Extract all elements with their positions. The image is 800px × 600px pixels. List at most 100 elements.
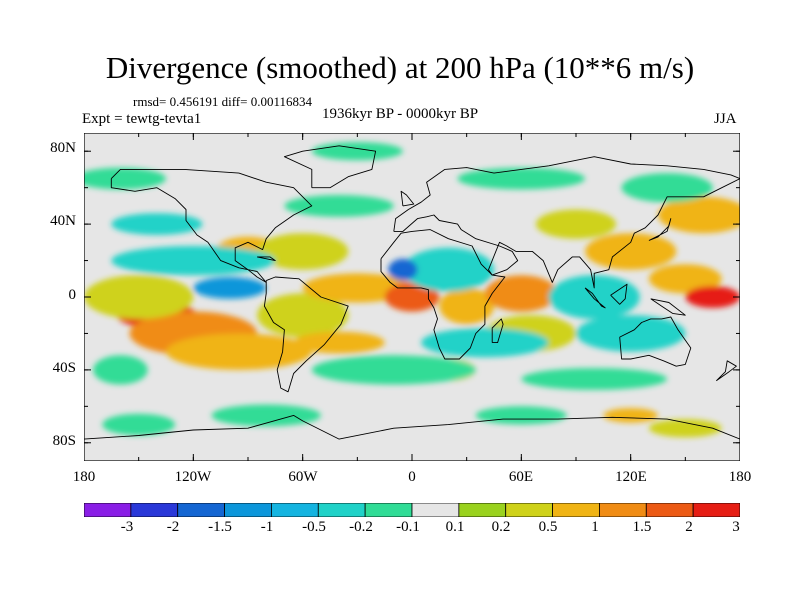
colorbar-swatch — [84, 503, 132, 517]
period-label: 1936kyr BP - 0000kyr BP — [322, 106, 479, 122]
anomaly-region — [211, 404, 321, 427]
colorbar-swatch — [552, 503, 600, 517]
coastline-cuba — [257, 256, 276, 262]
anomaly-region — [475, 406, 567, 425]
coastline-africa — [380, 229, 506, 360]
colorbar-label: 3 — [732, 519, 740, 535]
y-tick-label-40s: 40S — [52, 360, 76, 376]
colorbar-swatch — [224, 503, 272, 517]
coastline-antarctica — [84, 414, 740, 440]
anomaly-region — [548, 275, 640, 319]
colorbar-label: 1 — [591, 519, 599, 535]
colorbar-label: 1.5 — [632, 519, 652, 535]
anomaly-field-layer — [84, 142, 740, 438]
anomaly-region — [102, 413, 176, 436]
colorbar-label: -2 — [166, 519, 180, 535]
divergence-map — [84, 133, 740, 461]
anomaly-region — [193, 277, 267, 299]
y-tick-label-40n: 40N — [50, 213, 76, 229]
anomaly-region — [603, 408, 658, 423]
anomaly-region — [421, 328, 549, 358]
colorbar — [84, 503, 740, 517]
stats-label: rmsd= 0.456191 diff= 0.00116834 — [133, 94, 312, 109]
colorbar-swatch — [177, 503, 225, 517]
colorbar-label: 0.2 — [491, 519, 511, 535]
anomaly-region — [439, 287, 495, 325]
colorbar-swatch — [458, 503, 507, 517]
x-tick-label-180w: 180 — [72, 469, 96, 485]
colorbar-swatch — [364, 503, 413, 517]
anomaly-region — [111, 213, 203, 235]
colorbar-swatch — [271, 503, 319, 517]
colorbar-swatch — [411, 503, 460, 517]
coastline-sumatra — [584, 287, 606, 309]
anomaly-region — [648, 419, 722, 438]
y-tick-label-80n: 80N — [50, 140, 76, 156]
coastline-greenland — [283, 145, 377, 189]
x-tick-label-60e: 60E — [508, 469, 534, 485]
anomaly-region — [311, 355, 476, 385]
anomaly-region — [658, 196, 740, 234]
anomaly-region — [535, 209, 617, 239]
anomaly-region — [311, 142, 403, 161]
coastline-uk — [400, 190, 415, 207]
x-tick-label-0: 0 — [408, 469, 416, 485]
colorbar-swatch — [505, 503, 553, 517]
anomaly-region — [384, 282, 440, 312]
x-tick-label-180e: 180 — [728, 469, 752, 485]
axis-ticks — [84, 133, 740, 461]
anomaly-region — [388, 258, 418, 281]
x-tick-label-60w: 60W — [288, 469, 318, 485]
colorbar-label: 0.1 — [445, 519, 465, 535]
anomaly-region — [84, 275, 194, 319]
y-tick-label-eq: 0 — [68, 287, 77, 303]
coastline-japan — [648, 218, 672, 241]
colorbar-label: -1 — [260, 519, 274, 535]
anomaly-region — [457, 167, 586, 190]
anomaly-region — [576, 315, 686, 352]
colorbar-swatch — [645, 503, 694, 517]
anomaly-region — [402, 247, 494, 292]
y-tick-label-80s: 80S — [52, 433, 76, 449]
anomaly-region — [648, 264, 722, 294]
anomaly-region — [521, 368, 668, 390]
colorbar-swatch — [599, 503, 647, 517]
colorbar-label: 0.5 — [538, 519, 558, 535]
coastline-madagascar — [491, 318, 504, 344]
anomaly-region — [621, 173, 713, 203]
anomaly-region — [93, 355, 148, 385]
anomaly-region — [484, 275, 558, 312]
anomaly-region — [257, 233, 349, 270]
anomaly-region — [111, 246, 276, 276]
colorbar-label: -1.5 — [208, 519, 232, 535]
anomaly-region — [293, 331, 385, 354]
colorbar-label: -0.2 — [349, 519, 373, 535]
experiment-label: Expt = tewtg-tevta1 — [82, 111, 202, 127]
coastline-north-america — [110, 168, 313, 283]
coastline-eurasia — [393, 156, 740, 289]
colorbar-swatch — [692, 503, 740, 517]
coastline-new-zealand — [715, 360, 737, 382]
colorbar-label: -3 — [120, 519, 134, 535]
anomaly-region — [166, 333, 312, 370]
colorbar-swatch — [130, 503, 179, 517]
coastline-australia — [619, 316, 692, 367]
coastline-new-guinea — [650, 298, 686, 316]
x-tick-label-120e: 120E — [615, 469, 647, 485]
x-tick-label-120w: 120W — [174, 469, 212, 485]
coastline-layer — [84, 145, 740, 440]
plot-title: Divergence (smoothed) at 200 hPa (10**6 … — [105, 50, 695, 85]
anomaly-region — [685, 286, 740, 308]
anomaly-region — [84, 167, 166, 190]
coastline-south-america — [263, 276, 349, 393]
anomaly-region — [302, 273, 412, 303]
anomaly-region — [284, 195, 394, 217]
colorbar-label: -0.5 — [302, 519, 326, 535]
coastline-borneo — [610, 283, 628, 305]
colorbar-label: 2 — [685, 519, 693, 535]
anomaly-region — [257, 293, 349, 338]
colorbar-swatch — [317, 503, 366, 517]
season-label: JJA — [714, 111, 737, 127]
colorbar-label: -0.1 — [396, 519, 420, 535]
anomaly-region — [585, 233, 677, 270]
